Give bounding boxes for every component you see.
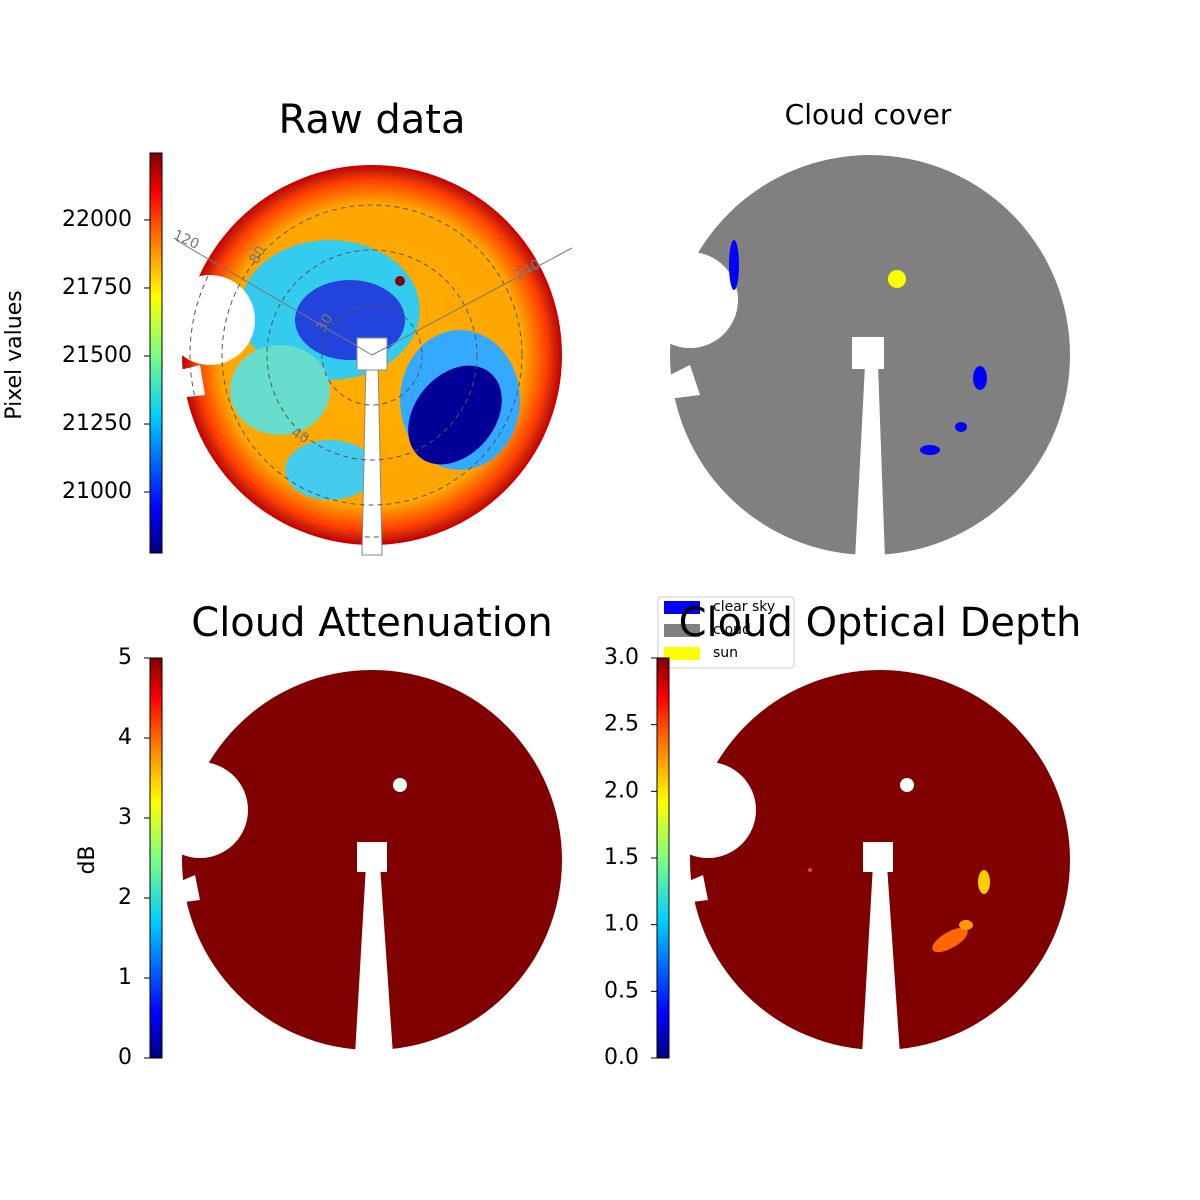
attenuation-image xyxy=(152,670,562,1055)
polar-label: 30 xyxy=(314,311,337,334)
panel-title: Cloud cover xyxy=(785,98,952,131)
colorbar-tick-label: 0 xyxy=(118,1045,132,1070)
colorbar-tick-label: 4 xyxy=(118,725,132,750)
colorbar-tick-label: 0.5 xyxy=(604,978,639,1003)
colorbar-tick-label: 5 xyxy=(118,645,132,670)
legend-swatch xyxy=(664,647,700,660)
colorbar-tick-label: 1 xyxy=(118,965,132,990)
colorbar-tick-label: 22000 xyxy=(62,207,132,232)
colorbar-tick-label: 0.0 xyxy=(604,1045,639,1070)
polar-label: 120 xyxy=(171,227,202,253)
colorbar-tick-label: 2 xyxy=(118,885,132,910)
panel-title: Cloud Optical Depth xyxy=(679,600,1082,646)
colorbar-tick-label: 21250 xyxy=(62,411,132,436)
colorbar-tick-label: 3.0 xyxy=(604,645,639,670)
panel-title: Cloud Attenuation xyxy=(191,600,552,646)
colorbar xyxy=(149,657,163,1059)
colorbar-tick-label: 1.0 xyxy=(604,912,639,937)
optical-depth-image xyxy=(660,670,1070,1055)
colorbar-tick-label: 21000 xyxy=(62,479,132,504)
panel-title: Raw data xyxy=(279,97,466,143)
colorbar xyxy=(656,657,670,1059)
colorbar-tick-label: 21750 xyxy=(62,275,132,300)
colorbar-tick-label: 3 xyxy=(118,805,132,830)
legend-swatch xyxy=(664,624,700,637)
legend-label: sun xyxy=(713,645,738,661)
colorbar-tick-label: 2.5 xyxy=(604,712,639,737)
legend-label: cloud xyxy=(713,622,751,638)
colorbar-tick-label: 2.0 xyxy=(604,778,639,803)
legend-swatch xyxy=(664,601,700,614)
colorbar xyxy=(149,152,163,554)
legend-label: clear sky xyxy=(713,599,775,615)
cloud-cover-image xyxy=(642,155,1070,560)
colorbar-tick-label: 1.5 xyxy=(604,845,639,870)
colorbar-label: Pixel values xyxy=(2,290,27,419)
colorbar-tick-label: 21500 xyxy=(62,343,132,368)
polar-label: 40 xyxy=(288,425,311,448)
colorbar-label: dB xyxy=(75,845,100,874)
polar-label: 80 xyxy=(247,243,270,266)
raw-image xyxy=(160,165,573,556)
